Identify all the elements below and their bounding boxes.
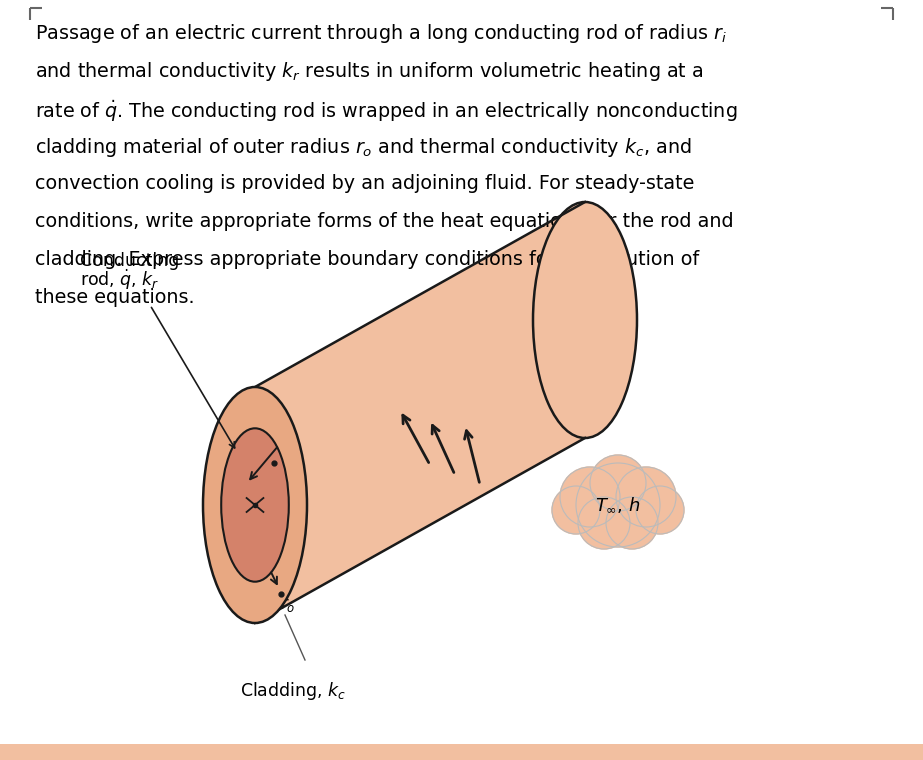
Text: conditions, write appropriate forms of the heat equations for the rod and: conditions, write appropriate forms of t… xyxy=(35,212,734,231)
Circle shape xyxy=(578,497,630,549)
Circle shape xyxy=(552,486,600,534)
Text: rate of $\dot{q}$. The conducting rod is wrapped in an electrically nonconductin: rate of $\dot{q}$. The conducting rod is… xyxy=(35,98,737,124)
Text: cladding material of outer radius $r_o$ and thermal conductivity $k_c$, and: cladding material of outer radius $r_o$ … xyxy=(35,136,691,159)
FancyBboxPatch shape xyxy=(0,744,923,760)
Ellipse shape xyxy=(222,429,289,581)
Text: and thermal conductivity $k_r$ results in uniform volumetric heating at a: and thermal conductivity $k_r$ results i… xyxy=(35,60,703,83)
Text: Cladding, $k_c$: Cladding, $k_c$ xyxy=(240,680,346,702)
Text: Passage of an electric current through a long conducting rod of radius $r_i$: Passage of an electric current through a… xyxy=(35,22,726,45)
Text: $T_{\infty}$, $h$: $T_{\infty}$, $h$ xyxy=(595,496,641,515)
Polygon shape xyxy=(255,202,585,623)
Text: convection cooling is provided by an adjoining fluid. For steady-state: convection cooling is provided by an adj… xyxy=(35,174,694,193)
Ellipse shape xyxy=(533,202,637,438)
Circle shape xyxy=(590,455,646,511)
Text: Conducting: Conducting xyxy=(80,252,179,270)
Text: cladding. Express appropriate boundary conditions for the solution of: cladding. Express appropriate boundary c… xyxy=(35,250,700,269)
Circle shape xyxy=(616,467,676,527)
Text: rod, $\dot{q}$, $k_r$: rod, $\dot{q}$, $k_r$ xyxy=(80,268,160,292)
Text: $r_i$: $r_i$ xyxy=(225,421,237,439)
Text: $r_o$: $r_o$ xyxy=(280,596,295,614)
Circle shape xyxy=(636,486,684,534)
Circle shape xyxy=(606,497,658,549)
Circle shape xyxy=(576,463,660,547)
Ellipse shape xyxy=(203,387,307,623)
Text: these equations.: these equations. xyxy=(35,288,195,307)
Circle shape xyxy=(560,467,620,527)
